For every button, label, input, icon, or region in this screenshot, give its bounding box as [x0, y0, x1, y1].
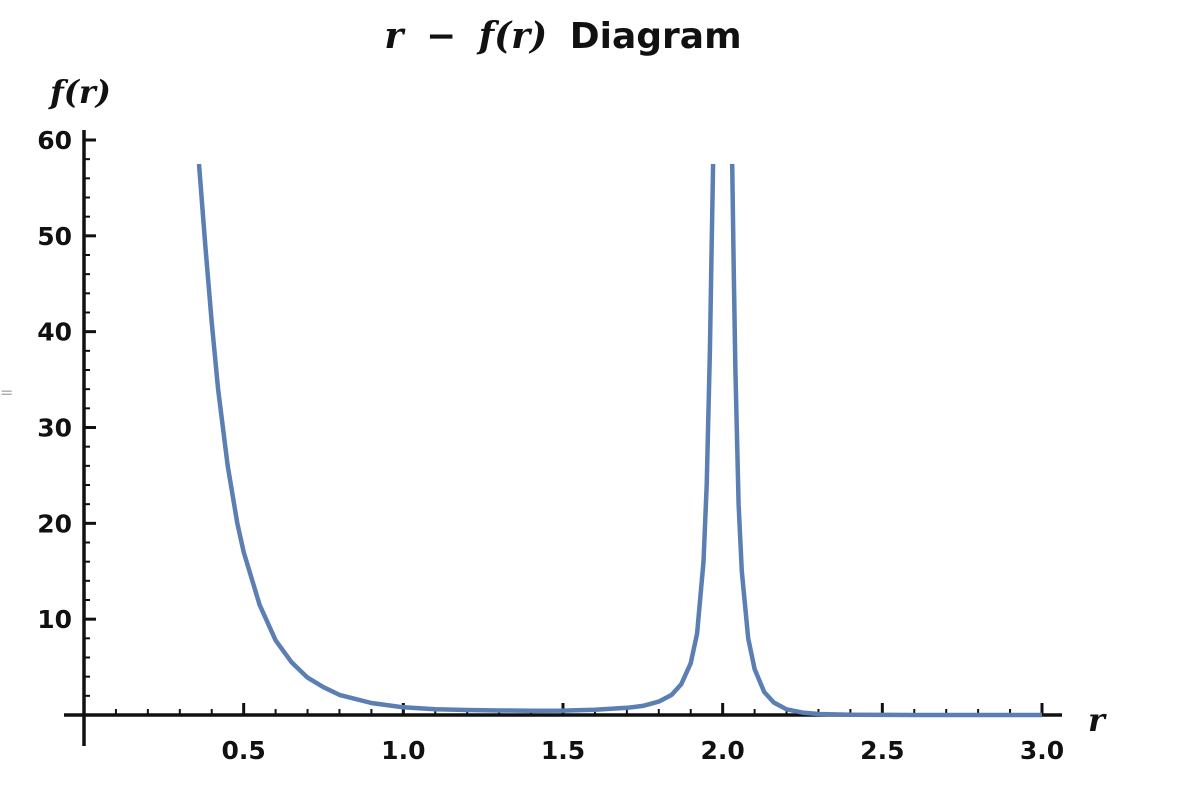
title-var: r: [384, 15, 406, 57]
title-dash: −: [426, 16, 456, 57]
series-group: [196, 163, 1042, 718]
y-axis-label: f(r): [48, 73, 111, 111]
x-axis-label: r: [1088, 701, 1107, 739]
title-func: f(r): [476, 15, 548, 57]
side-mark: =: [0, 383, 13, 402]
y-tick-label: 30: [37, 414, 72, 443]
series-line-segment: [729, 163, 1042, 718]
y-tick-label: 50: [37, 222, 72, 251]
y-tick-label: 60: [37, 126, 72, 155]
x-tick-label: 1.0: [381, 736, 425, 765]
tick-label-group: 0.5 1.0 1.5 2.0 2.5 3.0 10 20 30 40 50 60: [37, 126, 1064, 765]
y-tick-label: 10: [37, 605, 72, 634]
tick-group: [84, 138, 1044, 715]
title-text: Diagram: [570, 16, 742, 57]
x-tick-label: 2.5: [860, 736, 904, 765]
chart-title: r − f(r) Diagram: [384, 15, 741, 57]
x-tick-label: 2.0: [701, 736, 745, 765]
x-tick-label: 1.5: [541, 736, 585, 765]
y-tick-label: 20: [37, 509, 72, 538]
x-tick-label: 0.5: [222, 736, 266, 765]
y-tick-label: 40: [37, 318, 72, 347]
series-line-segment: [196, 163, 716, 713]
x-tick-label: 3.0: [1020, 736, 1064, 765]
